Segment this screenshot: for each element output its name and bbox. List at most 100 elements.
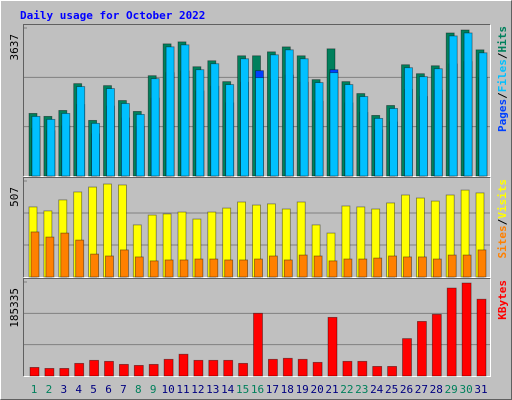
bar bbox=[327, 316, 338, 377]
bar bbox=[463, 32, 473, 177]
bar bbox=[432, 258, 442, 278]
bar bbox=[446, 287, 457, 377]
panel-edge-dark bbox=[23, 278, 491, 377]
bar bbox=[313, 255, 323, 278]
bar bbox=[208, 359, 219, 377]
legend-separator: / bbox=[496, 52, 509, 59]
bar bbox=[76, 86, 86, 177]
bar bbox=[404, 67, 413, 177]
bar bbox=[284, 49, 294, 177]
legend-entry: KBytes bbox=[496, 280, 509, 320]
x-tick-label: 10 bbox=[161, 383, 174, 396]
bar bbox=[328, 260, 338, 278]
y-tick-label: 3637 bbox=[8, 34, 21, 61]
x-tick-label: 28 bbox=[430, 383, 443, 396]
bar bbox=[60, 232, 70, 278]
bar bbox=[61, 113, 71, 177]
panel-edge-light bbox=[23, 278, 491, 377]
bar bbox=[478, 52, 488, 177]
bar bbox=[372, 366, 383, 377]
bar bbox=[358, 258, 368, 278]
panel-edge-dark bbox=[23, 24, 491, 177]
bar bbox=[389, 108, 399, 177]
bar bbox=[238, 362, 249, 377]
bar bbox=[104, 360, 114, 377]
bar bbox=[225, 84, 235, 177]
bar bbox=[476, 298, 487, 377]
bar bbox=[149, 260, 159, 278]
bar bbox=[417, 256, 427, 278]
bar bbox=[374, 117, 384, 177]
legend: KBytes bbox=[496, 280, 509, 320]
bar bbox=[164, 259, 174, 278]
bar bbox=[240, 58, 250, 177]
x-tick-label: 22 bbox=[340, 383, 353, 396]
bar bbox=[90, 253, 99, 278]
legend-entry: Hits bbox=[496, 26, 509, 53]
bar bbox=[193, 359, 204, 377]
chart-title: Daily usage for October 2022 bbox=[20, 9, 205, 22]
legend-entry: Pages bbox=[496, 99, 509, 132]
bar bbox=[210, 63, 220, 177]
x-tick-label: 31 bbox=[474, 383, 487, 396]
legend: Pages/Files/Hits bbox=[496, 26, 509, 132]
bar bbox=[461, 282, 472, 377]
bar bbox=[298, 254, 308, 278]
bar bbox=[344, 84, 354, 177]
bar bbox=[179, 259, 189, 278]
bar bbox=[388, 255, 398, 278]
x-tick-label: 21 bbox=[325, 383, 338, 396]
bar bbox=[255, 77, 264, 177]
x-tick-label: 24 bbox=[370, 383, 384, 396]
bar bbox=[433, 68, 443, 177]
bar bbox=[89, 359, 99, 377]
x-tick-label: 19 bbox=[296, 383, 309, 396]
x-tick-label: 6 bbox=[105, 383, 112, 396]
bar bbox=[418, 76, 428, 177]
bar bbox=[44, 368, 55, 377]
bar bbox=[357, 360, 368, 377]
bar bbox=[119, 363, 129, 377]
x-tick-label: 8 bbox=[135, 383, 142, 396]
legend-separator: / bbox=[496, 218, 509, 225]
bar bbox=[267, 358, 278, 377]
x-tick-label: 1 bbox=[31, 383, 38, 396]
x-tick-label: 18 bbox=[281, 383, 294, 396]
x-tick-label: 20 bbox=[310, 383, 323, 396]
bar bbox=[105, 255, 114, 278]
x-tick-label: 16 bbox=[251, 383, 264, 396]
x-tick-label: 5 bbox=[90, 383, 97, 396]
x-tick-label: 3 bbox=[60, 383, 67, 396]
bar bbox=[194, 258, 204, 278]
x-tick-label: 26 bbox=[400, 383, 413, 396]
x-tick-label: 29 bbox=[445, 383, 458, 396]
bar bbox=[462, 254, 472, 278]
bar bbox=[180, 44, 190, 177]
bar bbox=[165, 46, 175, 177]
legend-separator: / bbox=[496, 92, 509, 99]
bar bbox=[30, 231, 40, 278]
bar bbox=[359, 96, 369, 177]
bar bbox=[91, 122, 100, 177]
x-tick-label: 9 bbox=[150, 383, 157, 396]
bar bbox=[387, 366, 398, 377]
x-tick-label: 11 bbox=[176, 383, 189, 396]
x-tick-label: 17 bbox=[266, 383, 279, 396]
bar bbox=[31, 115, 41, 177]
bar bbox=[224, 259, 234, 278]
bar bbox=[195, 69, 205, 177]
bar bbox=[135, 113, 145, 177]
bar bbox=[45, 236, 55, 278]
bar bbox=[150, 78, 160, 177]
bar bbox=[120, 249, 129, 278]
x-tick-label: 30 bbox=[459, 383, 472, 396]
bar bbox=[106, 88, 115, 177]
bar bbox=[74, 362, 85, 377]
bar bbox=[121, 103, 130, 177]
bar bbox=[431, 313, 442, 377]
bar bbox=[373, 257, 383, 278]
bar bbox=[269, 54, 279, 177]
x-tick-label: 15 bbox=[236, 383, 249, 396]
